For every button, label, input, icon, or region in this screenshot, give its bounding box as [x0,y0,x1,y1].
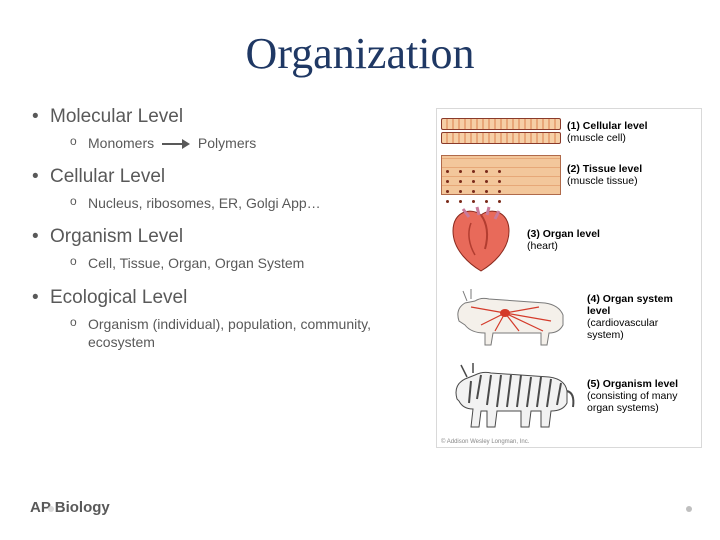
muscle-cell-icon [441,118,561,146]
levels-diagram: (1) Cellular level (muscle cell) (2) Tis… [436,108,702,448]
diagram-label: (3) Organ level (heart) [521,228,600,252]
slide-title: Organization [0,0,720,79]
sub-text-post: Polymers [198,135,256,151]
diagram-label: (5) Organism level (consisting of many o… [581,378,697,414]
heart-icon [441,205,521,275]
diagram-row: (3) Organ level (heart) [441,203,697,277]
arrow-icon [162,139,190,149]
sub-bullet: Organism (individual), population, commu… [30,315,430,351]
decorative-dot [48,506,54,512]
bullet-list: Molecular Level Monomers Polymers Cellul… [30,106,430,365]
muscle-tissue-icon [441,155,561,195]
diagram-label: (1) Cellular level (muscle cell) [561,120,648,144]
sub-bullet: Cell, Tissue, Organ, Organ System [30,254,430,272]
diagram-label: (4) Organ system level (cardiovascular s… [581,293,697,341]
decorative-dot [686,506,692,512]
bullet-heading: Ecological Level [30,287,430,309]
footer-text: AP Biology [30,499,110,516]
diagram-row: (1) Cellular level (muscle cell) [441,115,697,149]
diagram-row: (5) Organism level (consisting of many o… [441,357,697,435]
zebra-system-icon [441,285,581,349]
sub-bullet: Monomers Polymers [30,134,430,152]
diagram-label: (2) Tissue level (muscle tissue) [561,163,642,187]
diagram-row: (2) Tissue level (muscle tissue) [441,153,697,197]
sub-bullet: Nucleus, ribosomes, ER, Golgi App… [30,194,430,212]
bullet-heading: Cellular Level [30,166,430,188]
diagram-copyright: © Addison Wesley Longman, Inc. [441,439,529,445]
zebra-icon [441,359,581,433]
bullet-heading: Organism Level [30,226,430,248]
sub-text-pre: Monomers [88,135,154,151]
diagram-row: (4) Organ system level (cardiovascular s… [441,283,697,351]
bullet-heading: Molecular Level [30,106,430,128]
